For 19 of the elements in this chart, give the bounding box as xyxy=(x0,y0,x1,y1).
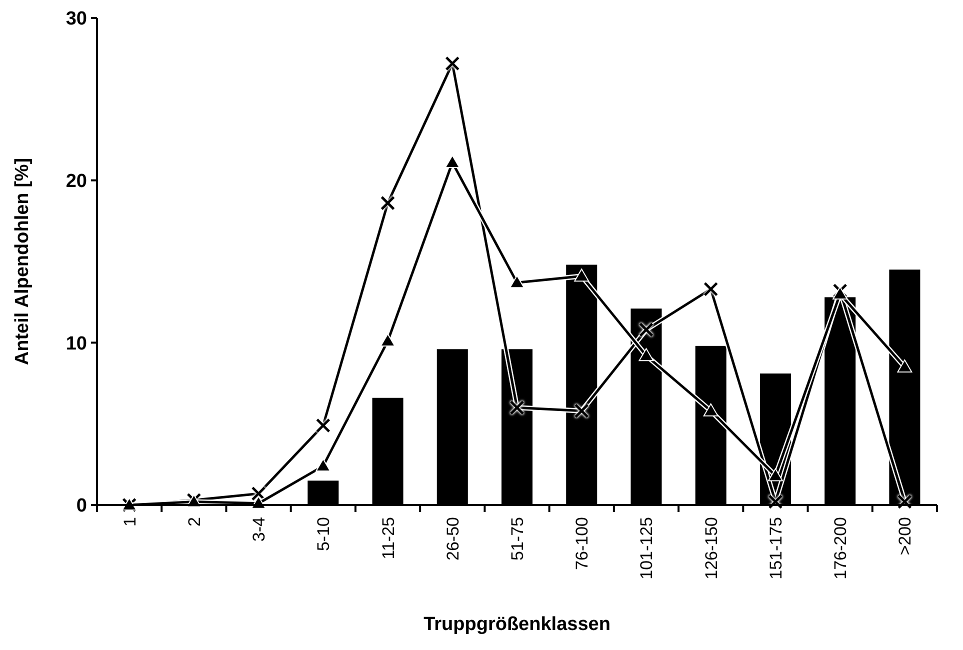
x-tick-label: 151-175 xyxy=(766,517,786,580)
x-tick-label: 5-10 xyxy=(314,517,334,552)
x-tick-label: 76-100 xyxy=(572,517,592,570)
x-tick-label: 51-75 xyxy=(508,517,527,560)
x-axis-title: Truppgrößenklassen xyxy=(424,614,610,635)
x-tick-label: 2 xyxy=(184,517,204,526)
x-tick-label: 3-4 xyxy=(250,517,269,542)
x-tick-label: 176-200 xyxy=(831,517,850,580)
x-tick-label: >200 xyxy=(896,517,915,556)
y-tick-label: 20 xyxy=(66,170,87,192)
x-tick-label: 11-25 xyxy=(378,517,398,560)
y-tick-label: 10 xyxy=(66,333,87,354)
x-tick-label: 26-50 xyxy=(443,517,462,560)
x-tick-label: 126-150 xyxy=(702,517,721,580)
y-tick-label: 30 xyxy=(66,8,87,30)
x-tick-label: 101-125 xyxy=(637,517,656,580)
y-axis-title: Anteil Alpendohlen [%] xyxy=(12,158,33,366)
y-tick-label: 0 xyxy=(76,496,87,517)
x-tick-label: 1 xyxy=(120,517,140,526)
